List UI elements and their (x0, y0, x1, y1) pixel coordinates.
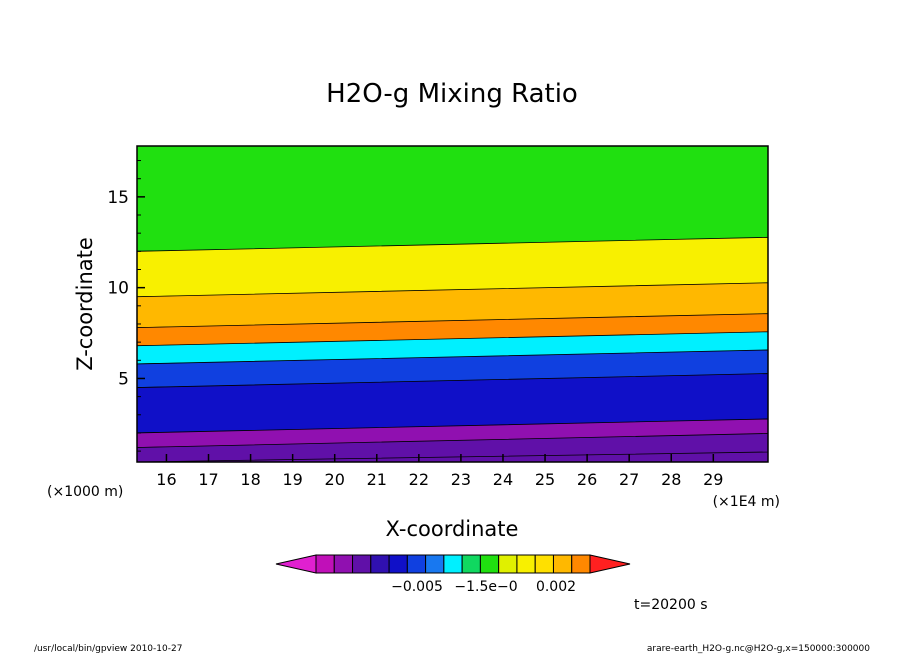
x-tick-label-22: 22 (409, 470, 429, 489)
colorbar-level-14 (552, 554, 573, 574)
x-axis: 16 17 18 19 20 21 22 23 24 25 26 27 28 29 (156, 454, 723, 489)
x-axis-label: X-coordinate (386, 517, 519, 541)
colorbar-level-10 (479, 554, 500, 574)
colorbar-level-15 (571, 554, 591, 574)
colorbar-level-6 (406, 554, 427, 574)
time-annotation: t=20200 s (634, 597, 708, 613)
x-unit-right: (×1E4 m) (713, 494, 780, 510)
colorbar-level-9 (461, 554, 481, 574)
y-axis: 5 10 15 (107, 160, 145, 452)
x-tick-label-18: 18 (240, 470, 260, 489)
x-tick-label-19: 19 (282, 470, 302, 489)
colorbar-level-13 (534, 554, 554, 574)
x-tick-label-20: 20 (325, 470, 345, 489)
plot-area (136, 145, 769, 463)
colorbar-level-3 (352, 554, 372, 574)
plot-frame (136, 145, 769, 463)
x-tick-label-26: 26 (577, 470, 597, 489)
colorbar-label-3: 0.002 (536, 579, 576, 595)
x-tick-label-29: 29 (703, 470, 723, 489)
contour-band-9 (137, 146, 768, 252)
x-unit-left: (×1000 m) (47, 484, 123, 500)
x-tick-label-27: 27 (619, 470, 639, 489)
colorbar-high-arrow (589, 554, 631, 574)
chart-title: H2O-g Mixing Ratio (326, 79, 578, 109)
colorbar-level-1 (315, 554, 335, 574)
colorbar-level-11 (498, 554, 518, 574)
x-tick-label-21: 21 (367, 470, 387, 489)
colorbar-level-2 (333, 554, 354, 574)
colorbar-level-4 (370, 554, 390, 574)
x-tick-label-28: 28 (661, 470, 681, 489)
colorbar-level-7 (425, 554, 445, 574)
x-tick-label-25: 25 (535, 470, 555, 489)
x-tick-label-23: 23 (451, 470, 471, 489)
colorbar (275, 554, 631, 574)
colorbar-label-1: −0.005 (391, 579, 443, 595)
x-tick-label-17: 17 (198, 470, 218, 489)
y-axis-label: Z-coordinate (73, 237, 97, 371)
colorbar-label-2: −1.5e−0 (454, 579, 517, 595)
y-tick-label-10: 10 (107, 279, 129, 299)
y-tick-label-15: 15 (107, 188, 129, 208)
x-tick-label-24: 24 (493, 470, 513, 489)
colorbar-low-arrow (275, 554, 317, 574)
footer-right: arare-earth_H2O-g.nc@H2O-g,x=150000:3000… (647, 644, 870, 654)
colorbar-labels: −0.005 −1.5e−0 0.002 (391, 579, 576, 595)
colorbar-level-12 (516, 554, 536, 574)
colorbar-level-8 (443, 554, 463, 574)
colorbar-level-5 (388, 554, 408, 574)
contour-band-1 (137, 433, 768, 462)
y-tick-label-5: 5 (118, 369, 129, 389)
footer-left: /usr/local/bin/gpview 2010-10-27 (34, 644, 182, 654)
x-tick-label-16: 16 (156, 470, 176, 489)
